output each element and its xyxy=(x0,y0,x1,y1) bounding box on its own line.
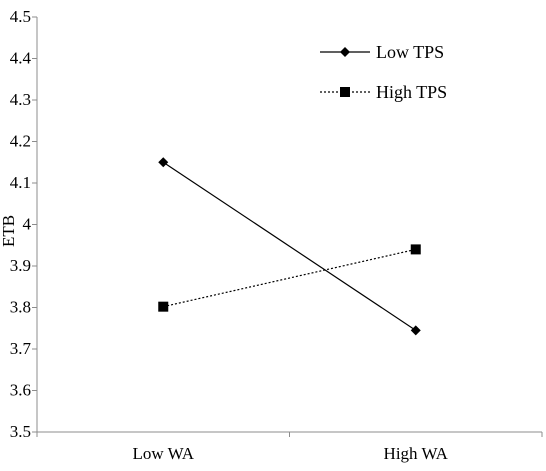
legend-item: Low TPS xyxy=(320,42,444,62)
series-low-tps xyxy=(158,157,421,336)
y-axis-label: ETB xyxy=(0,215,18,247)
legend-item: High TPS xyxy=(320,82,447,102)
x-axis: Low WA High WA xyxy=(36,431,543,463)
data-point xyxy=(410,244,421,255)
y-tick-label: 3.8 xyxy=(10,298,31,317)
legend-label: High TPS xyxy=(376,82,447,102)
data-point xyxy=(158,301,169,312)
data-point xyxy=(410,325,421,336)
x-tick-label: Low WA xyxy=(132,444,194,463)
y-tick-label: 4.3 xyxy=(10,90,31,109)
x-tick-label: High WA xyxy=(384,444,449,463)
series-high-tps xyxy=(158,244,421,312)
y-tick-label: 4.5 xyxy=(10,7,31,26)
y-tick-label: 3.9 xyxy=(10,256,31,275)
legend: Low TPS High TPS xyxy=(320,42,447,102)
y-tick-label: 4.1 xyxy=(10,173,31,192)
legend-marker xyxy=(340,87,350,97)
y-tick-label: 4.4 xyxy=(10,49,32,68)
y-tick-label: 4 xyxy=(23,215,32,234)
y-tick-label: 3.5 xyxy=(10,422,31,441)
data-point xyxy=(158,157,169,168)
series-line xyxy=(162,161,417,331)
series-line xyxy=(163,248,416,308)
y-tick-label: 3.6 xyxy=(10,381,31,400)
y-tick-label: 3.7 xyxy=(10,339,32,358)
y-axis: 3.5 3.6 3.7 3.8 3.9 4 4.1 4.2 4.3 4.4 4.5 xyxy=(10,7,38,441)
legend-marker xyxy=(340,47,350,57)
y-tick-label: 4.2 xyxy=(10,132,31,151)
legend-label: Low TPS xyxy=(376,42,444,62)
series-layer xyxy=(158,157,421,336)
